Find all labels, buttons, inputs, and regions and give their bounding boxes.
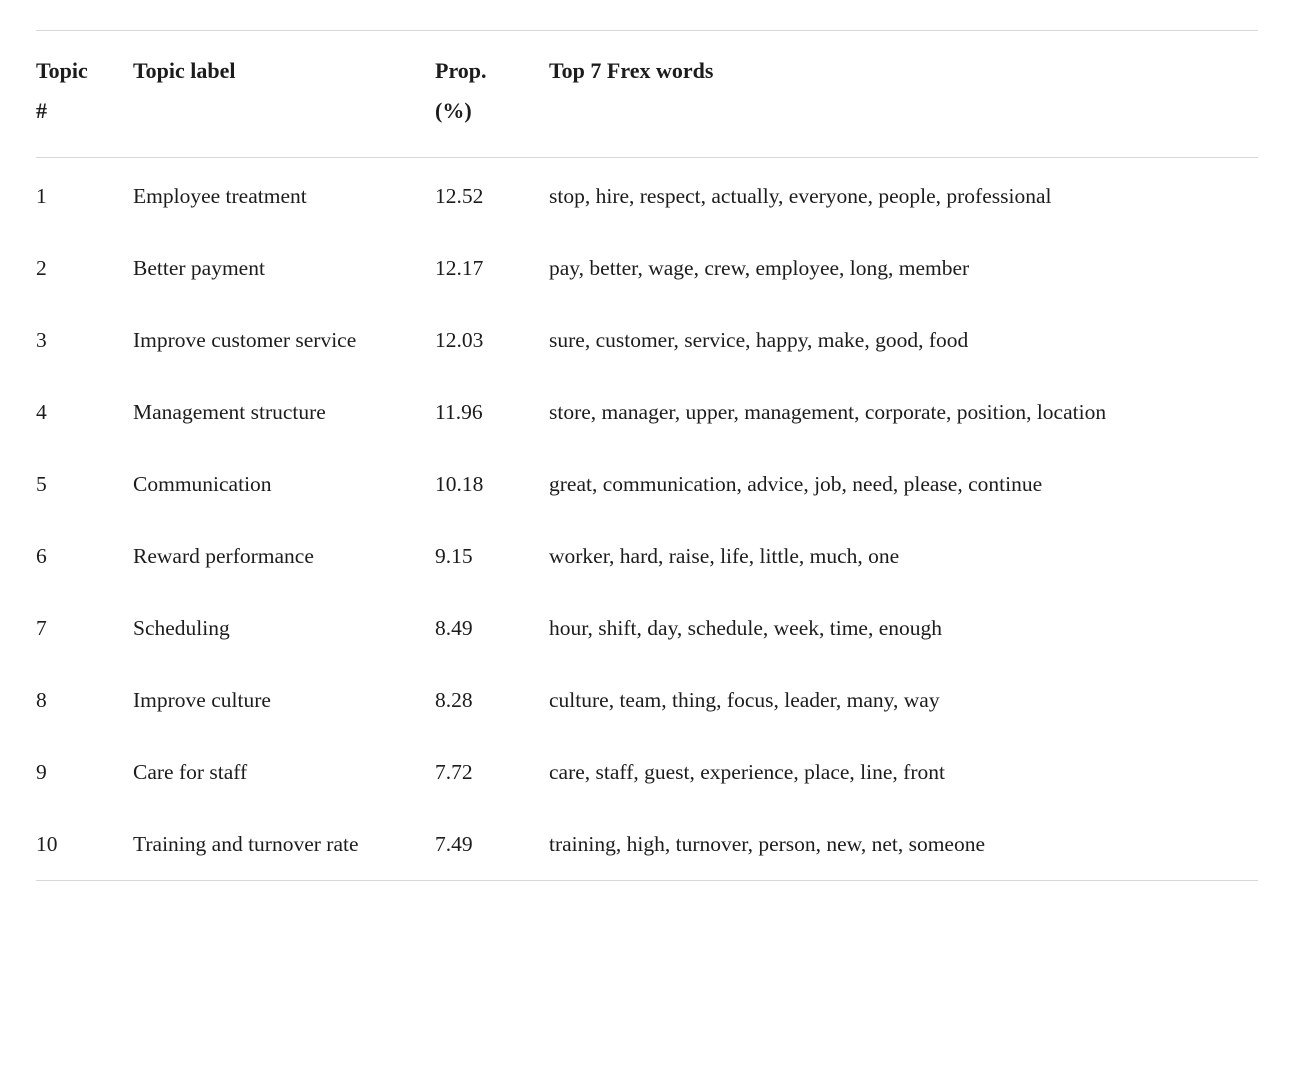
frex-words-cell: culture, team, thing, focus, leader, man… (549, 688, 940, 712)
topic-number-cell: 7 (36, 616, 47, 640)
proportion-cell: 12.17 (435, 256, 484, 280)
topic-label-cell: Reward performance (133, 544, 314, 568)
topic-label-cell: Employee treatment (133, 184, 307, 208)
header-frex-words-label: Top 7 Frex words (549, 58, 714, 83)
header-proportion: Prop. (%) (435, 30, 549, 158)
topic-number-cell: 6 (36, 544, 47, 568)
topic-label-cell: Care for staff (133, 760, 248, 784)
frex-words-cell: pay, better, wage, crew, employee, long,… (549, 256, 970, 280)
topic-label-cell: Scheduling (133, 616, 230, 640)
topic-label-cell: Improve customer service (133, 328, 357, 352)
table-header-row: Topic # Topic label Prop. (%) Top 7 Frex… (36, 30, 1258, 158)
topic-number-cell: 5 (36, 472, 47, 496)
frex-words-cell: store, manager, upper, management, corpo… (549, 400, 1107, 424)
header-proportion-label: Prop. (%) (435, 58, 487, 123)
table-row: 9 Care for staff 7.72 care, staff, guest… (36, 736, 1258, 808)
table-row: 8 Improve culture 8.28 culture, team, th… (36, 664, 1258, 736)
table-row: 3 Improve customer service 12.03 sure, c… (36, 304, 1258, 376)
topic-number-cell: 4 (36, 400, 47, 424)
table-row: 10 Training and turnover rate 7.49 train… (36, 808, 1258, 881)
table-row: 5 Communication 10.18 great, communicati… (36, 448, 1258, 520)
proportion-cell: 8.49 (435, 616, 473, 640)
topic-label-cell: Communication (133, 472, 272, 496)
frex-words-cell: stop, hire, respect, actually, everyone,… (549, 184, 1052, 208)
frex-words-cell: hour, shift, day, schedule, week, time, … (549, 616, 943, 640)
proportion-cell: 12.03 (435, 328, 484, 352)
table-body: 1 Employee treatment 12.52 stop, hire, r… (36, 158, 1258, 881)
frex-words-cell: training, high, turnover, person, new, n… (549, 832, 986, 856)
table-header-row-group: Topic # Topic label Prop. (%) Top 7 Frex… (36, 30, 1258, 158)
proportion-cell: 8.28 (435, 688, 473, 712)
topic-number-cell: 10 (36, 832, 58, 856)
frex-words-cell: worker, hard, raise, life, little, much,… (549, 544, 900, 568)
proportion-cell: 9.15 (435, 544, 473, 568)
proportion-cell: 10.18 (435, 472, 484, 496)
table-row: 4 Management structure 11.96 store, mana… (36, 376, 1258, 448)
proportion-cell: 12.52 (435, 184, 484, 208)
proportion-cell: 7.72 (435, 760, 473, 784)
header-topic-label-text: Topic label (133, 58, 236, 83)
table-row: 6 Reward performance 9.15 worker, hard, … (36, 520, 1258, 592)
proportion-cell: 7.49 (435, 832, 473, 856)
header-topic-label: Topic label (133, 30, 435, 158)
frex-words-cell: great, communication, advice, job, need,… (549, 472, 1043, 496)
table-row: 2 Better payment 12.17 pay, better, wage… (36, 232, 1258, 304)
topic-number-cell: 9 (36, 760, 47, 784)
header-topic-number: Topic # (36, 30, 133, 158)
header-topic-number-label: Topic # (36, 58, 88, 123)
proportion-cell: 11.96 (435, 400, 483, 424)
topic-label-cell: Management structure (133, 400, 326, 424)
topic-number-cell: 8 (36, 688, 47, 712)
topic-model-table: Topic # Topic label Prop. (%) Top 7 Frex… (36, 30, 1258, 881)
topic-number-cell: 3 (36, 328, 47, 352)
topic-label-cell: Training and turnover rate (133, 832, 359, 856)
frex-words-cell: care, staff, guest, experience, place, l… (549, 760, 945, 784)
topic-number-cell: 1 (36, 184, 47, 208)
table-row: 7 Scheduling 8.49 hour, shift, day, sche… (36, 592, 1258, 664)
header-frex-words: Top 7 Frex words (549, 30, 1258, 158)
frex-words-cell: sure, customer, service, happy, make, go… (549, 328, 969, 352)
topic-label-cell: Better payment (133, 256, 265, 280)
topic-number-cell: 2 (36, 256, 47, 280)
topic-label-cell: Improve culture (133, 688, 271, 712)
table-row: 1 Employee treatment 12.52 stop, hire, r… (36, 158, 1258, 233)
paper-table-page: Topic # Topic label Prop. (%) Top 7 Frex… (36, 30, 1258, 881)
